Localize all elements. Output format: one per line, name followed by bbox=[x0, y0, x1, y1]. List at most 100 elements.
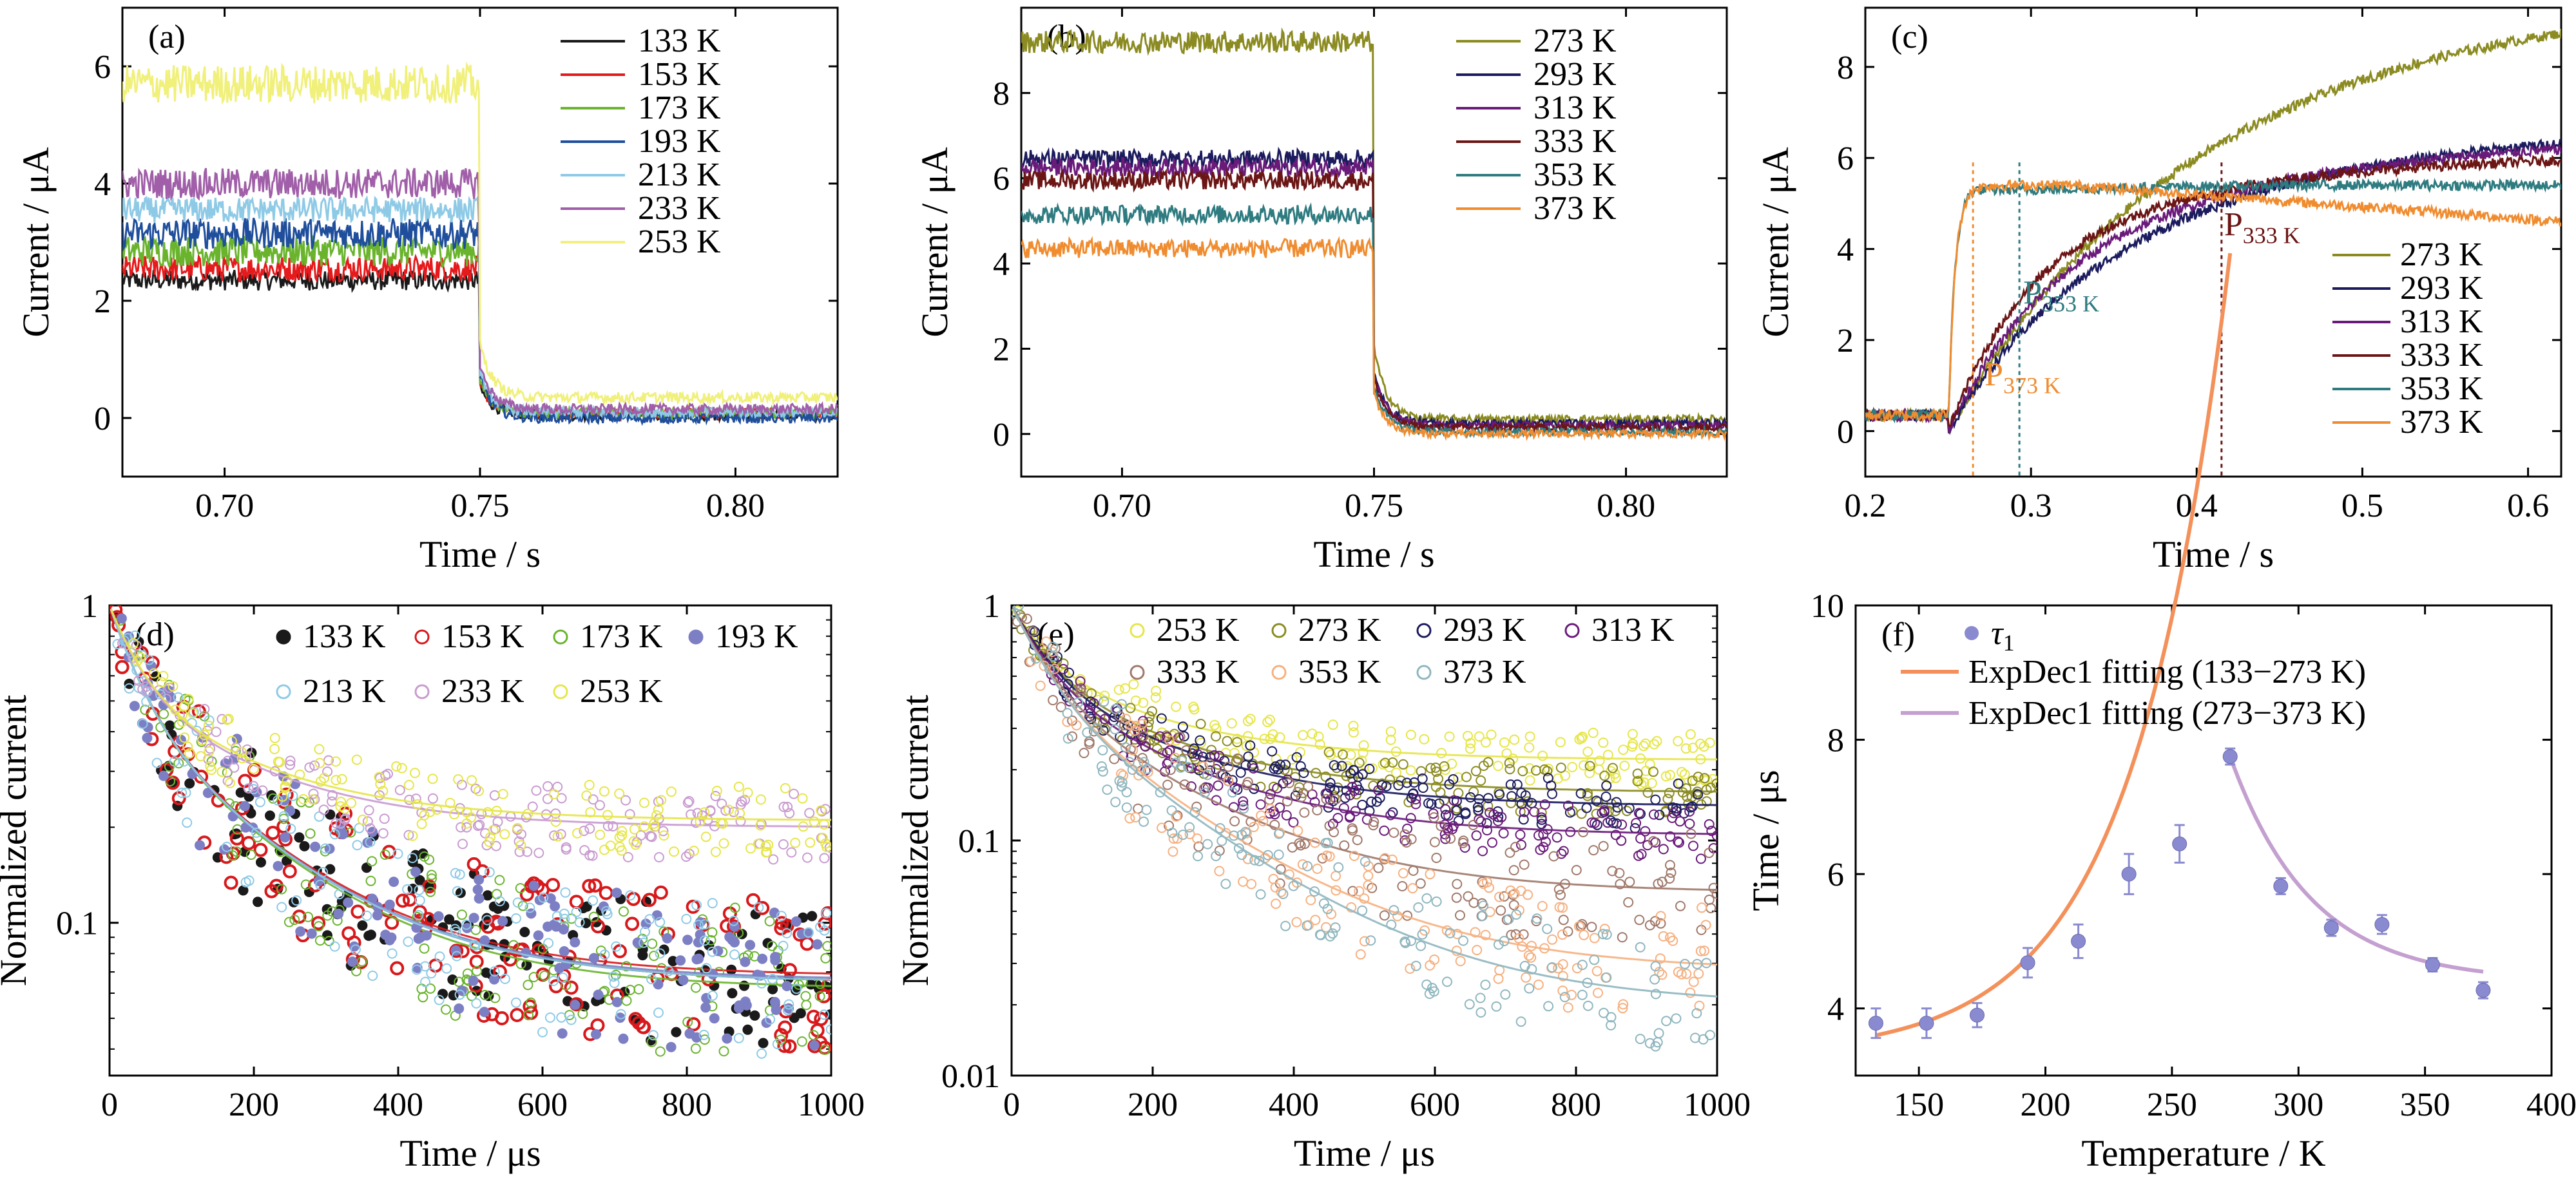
data-point bbox=[419, 943, 430, 954]
data-point bbox=[549, 979, 564, 994]
data-point bbox=[1321, 793, 1332, 804]
data-point bbox=[584, 823, 595, 834]
legend-marker bbox=[414, 629, 430, 645]
data-point bbox=[1519, 806, 1530, 817]
series-253-K bbox=[128, 638, 831, 858]
data-point bbox=[299, 840, 310, 851]
legend-label: 193 K bbox=[638, 123, 721, 160]
data-point bbox=[1410, 960, 1421, 971]
data-point bbox=[533, 930, 544, 941]
data-point bbox=[300, 879, 311, 890]
data-point bbox=[158, 670, 169, 681]
data-point bbox=[1597, 929, 1608, 940]
data-point bbox=[1327, 719, 1338, 730]
data-point bbox=[267, 793, 278, 804]
x-tick-label: 350 bbox=[2400, 1087, 2450, 1123]
data-point bbox=[1493, 761, 1504, 772]
data-point bbox=[1654, 967, 1665, 978]
data-point bbox=[1622, 806, 1632, 817]
data-point bbox=[1524, 775, 1535, 786]
data-point bbox=[1445, 927, 1456, 938]
panel-label: (f) bbox=[1881, 616, 1915, 653]
data-point bbox=[1387, 807, 1398, 818]
data-point bbox=[1109, 754, 1120, 764]
data-point bbox=[557, 1028, 568, 1039]
data-point bbox=[1389, 905, 1399, 916]
data-point bbox=[1431, 896, 1442, 907]
data-point bbox=[334, 889, 345, 900]
data-point bbox=[1555, 737, 1566, 748]
data-point bbox=[1191, 801, 1202, 812]
data-point bbox=[608, 821, 619, 831]
data-point bbox=[1297, 859, 1308, 870]
data-point bbox=[1141, 804, 1152, 815]
data-point bbox=[1665, 860, 1675, 871]
data-point bbox=[454, 1003, 465, 1014]
data-point bbox=[1357, 769, 1368, 780]
x-tick-label: 400 bbox=[373, 1087, 423, 1123]
data-point bbox=[1651, 736, 1662, 746]
x-tick-label: 0.75 bbox=[451, 488, 510, 524]
data-point bbox=[503, 952, 517, 967]
legend-label: 293 K bbox=[1443, 612, 1526, 649]
data-point bbox=[825, 1024, 831, 1035]
data-point bbox=[637, 1020, 651, 1034]
data-point bbox=[248, 763, 259, 774]
data-point bbox=[338, 806, 353, 821]
data-point bbox=[1302, 920, 1312, 931]
data-point bbox=[1508, 865, 1519, 876]
data-point bbox=[1664, 873, 1675, 884]
data-point bbox=[365, 837, 376, 848]
data-point bbox=[479, 1007, 490, 1018]
data-point bbox=[367, 856, 378, 867]
legend-marker bbox=[1965, 626, 1979, 640]
data-point bbox=[1655, 953, 1666, 964]
data-point bbox=[1356, 755, 1367, 766]
data-point bbox=[1455, 956, 1466, 967]
data-point bbox=[461, 919, 472, 930]
data-point bbox=[599, 786, 610, 797]
data-point bbox=[1214, 845, 1225, 856]
data-point bbox=[1588, 845, 1599, 856]
legend-marker bbox=[1129, 665, 1145, 680]
legend-label: τ1 bbox=[1991, 615, 2015, 656]
data-point bbox=[1232, 734, 1243, 745]
data-point bbox=[1458, 835, 1469, 846]
data-point bbox=[1363, 870, 1374, 881]
series-373-K bbox=[1012, 605, 1715, 1052]
data-point bbox=[1079, 748, 1090, 759]
data-point bbox=[1184, 822, 1195, 833]
data-point bbox=[782, 801, 793, 812]
data-point bbox=[1333, 862, 1344, 873]
data-point bbox=[295, 926, 306, 937]
data-point bbox=[256, 857, 266, 868]
data-point bbox=[407, 853, 418, 864]
data-point bbox=[1679, 769, 1690, 780]
x-tick-label: 0.75 bbox=[1345, 488, 1403, 524]
data-point bbox=[1086, 688, 1097, 699]
data-point bbox=[452, 951, 462, 962]
data-point bbox=[1373, 862, 1384, 873]
data-point bbox=[1150, 692, 1161, 703]
data-point bbox=[591, 1029, 601, 1040]
data-point bbox=[1258, 816, 1269, 826]
data-point bbox=[461, 822, 472, 833]
data-point bbox=[204, 715, 215, 726]
data-point bbox=[1215, 823, 1226, 833]
data-point bbox=[1026, 656, 1036, 667]
data-point bbox=[1214, 750, 1225, 761]
data-point bbox=[693, 920, 704, 931]
y-tick-label: 2 bbox=[1837, 323, 1854, 359]
data-point bbox=[809, 816, 820, 827]
data-point bbox=[733, 781, 744, 792]
data-point bbox=[1226, 718, 1237, 729]
data-point bbox=[1657, 969, 1668, 980]
data-point bbox=[322, 910, 333, 921]
data-point bbox=[1639, 741, 1649, 752]
data-point bbox=[374, 772, 385, 783]
data-point bbox=[653, 979, 664, 990]
data-point bbox=[489, 974, 499, 985]
data-point bbox=[709, 1013, 720, 1024]
data-point bbox=[728, 915, 739, 926]
data-point bbox=[1650, 794, 1661, 805]
